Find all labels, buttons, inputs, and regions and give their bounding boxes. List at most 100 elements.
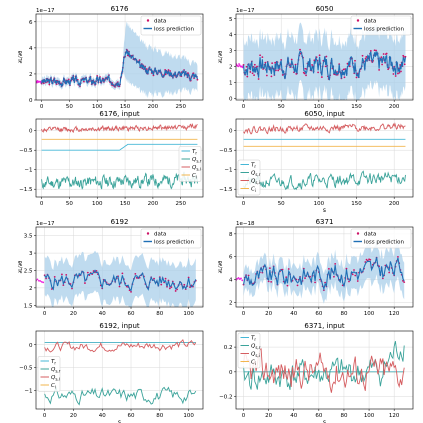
panel-6: 0 20 40 60 80 100 120 2 4 6 8 6371 1e−18 ∂L/∂θ data los…	[218, 218, 414, 317]
data-point	[327, 267, 330, 270]
data-point	[403, 63, 406, 66]
legend-label: Ci	[192, 173, 197, 180]
x-tick-label: 60	[128, 311, 135, 317]
input-line-qsr	[41, 171, 198, 190]
data-point	[267, 280, 270, 283]
data-point	[153, 277, 155, 280]
y-tick-label: 0	[229, 370, 233, 376]
data-point	[160, 283, 163, 286]
input-line-tr	[41, 143, 198, 151]
plot-area	[44, 338, 197, 406]
axes-frame	[235, 330, 414, 410]
data-point	[348, 280, 350, 283]
y-tick-label: −0.2	[219, 395, 232, 401]
legend-box	[140, 15, 202, 36]
panel-title: 6371, input	[304, 322, 345, 330]
x-tick-label: 0	[43, 311, 47, 317]
loss-prediction-line	[44, 269, 197, 292]
panel-title: 6050	[316, 5, 334, 13]
y-tick-label: 2	[29, 286, 33, 292]
x-tick-label: 150	[351, 201, 362, 207]
data-point	[256, 65, 258, 68]
data-point	[356, 280, 359, 282]
panel-5: 0 20 40 60 80 100 1.5 2 2.5 3 3.5 6192 1e−17 ∂L/∂θ dat…	[18, 218, 204, 317]
data-point	[296, 284, 299, 287]
x-tick-label: 120	[389, 311, 400, 317]
data-point	[264, 61, 267, 64]
data-point	[271, 62, 274, 65]
data-point	[257, 78, 260, 80]
x-tick-label: 40	[99, 311, 106, 317]
x-tick-label: 0	[40, 104, 44, 110]
panel-title: 6371	[316, 218, 334, 226]
legend-box	[350, 15, 412, 36]
confidence-band	[44, 250, 196, 307]
input-line-qsi	[243, 348, 405, 393]
data-point	[318, 54, 321, 57]
data-point	[278, 68, 281, 70]
y-tick-label: −0.5	[219, 148, 233, 154]
data-point	[253, 74, 255, 77]
data-point	[65, 273, 68, 276]
data-point	[385, 52, 388, 55]
data-point	[170, 286, 173, 288]
legend-box	[237, 159, 261, 196]
legend-box	[237, 332, 261, 369]
data-point	[86, 271, 89, 274]
x-tick-label: 0	[43, 413, 47, 419]
data-point	[361, 54, 364, 57]
legend-label: data	[364, 19, 376, 25]
y-tick-label: −1	[24, 389, 32, 395]
x-tick-label: 100	[314, 201, 325, 207]
data-point	[247, 274, 250, 277]
data-point	[382, 53, 385, 55]
data-point	[304, 277, 306, 279]
legend-label: loss prediction	[364, 27, 404, 33]
x-tick-label: 40	[290, 311, 297, 317]
legend-label: Tr	[251, 336, 256, 343]
y-tick-label: 1.5	[24, 303, 33, 309]
input-line-qsr	[44, 386, 197, 406]
confidence-band	[41, 21, 198, 99]
legend-label: data	[364, 232, 376, 238]
data-point	[187, 276, 190, 279]
data-point	[400, 70, 402, 73]
data-point	[369, 258, 372, 261]
plot-area	[243, 122, 406, 191]
y-tick-label: 0	[229, 129, 233, 135]
panel-1: 0 50 100 150 200 250 0 2 4 6 6176 1e−17 ∂L/∂θ data los…	[18, 5, 204, 110]
y-tick-label: 2	[229, 300, 233, 306]
y-scale-label: 1e−17	[36, 8, 55, 14]
y-tick-label: 2	[29, 72, 33, 78]
y-scale-label: 1e−17	[236, 8, 255, 14]
x-tick-label: 80	[340, 311, 347, 317]
data-point	[397, 72, 399, 75]
y-tick-label: 4	[29, 46, 33, 52]
x-tick-label: 60	[128, 413, 135, 419]
x-tick-label: 250	[175, 201, 186, 207]
data-point	[348, 65, 351, 68]
x-tick-label: 0	[242, 311, 246, 317]
plot-area	[236, 22, 407, 100]
x-tick-label: 100	[364, 311, 375, 317]
data-point	[343, 76, 346, 79]
data-point	[381, 63, 384, 66]
legend-label: Ci	[251, 187, 256, 194]
data-point	[320, 76, 323, 78]
data-point	[189, 286, 191, 288]
data-point	[39, 280, 42, 282]
x-axis-label: s	[323, 419, 326, 423]
data-point	[118, 285, 121, 288]
x-tick-label: 0	[242, 104, 246, 110]
data-point	[392, 73, 395, 75]
x-tick-label: 150	[351, 104, 362, 110]
data-point	[354, 59, 356, 62]
y-tick-label: 6	[29, 20, 33, 26]
y-tick-label: 0	[29, 343, 33, 349]
legend-label: data	[154, 232, 166, 238]
y-tick-label: 3.5	[24, 234, 33, 240]
